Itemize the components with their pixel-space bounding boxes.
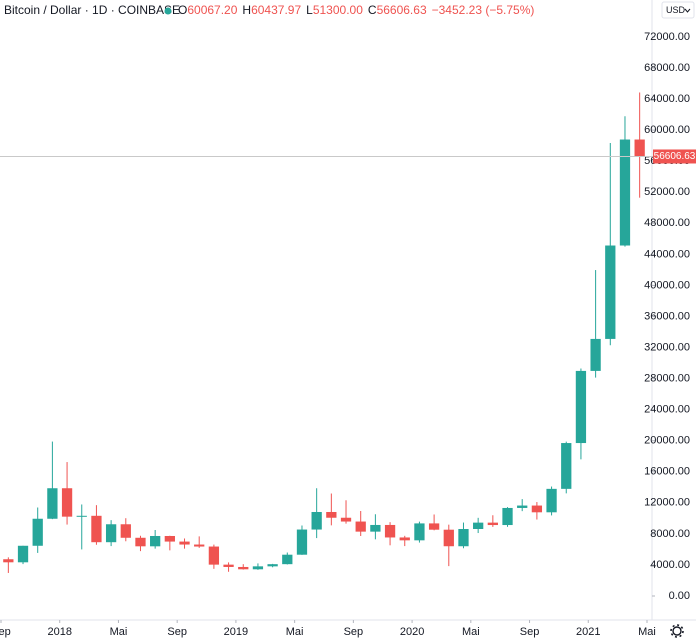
ohlc-value: 51300.00 bbox=[313, 3, 363, 17]
candle-body bbox=[47, 488, 58, 519]
y-tick-label: 72000.00 bbox=[644, 31, 690, 43]
candle-body bbox=[135, 537, 146, 547]
candle-body bbox=[238, 566, 249, 570]
candle-body bbox=[634, 139, 645, 157]
candle-body bbox=[76, 515, 87, 517]
candle-body bbox=[370, 524, 381, 532]
y-tick-label: 16000.00 bbox=[644, 466, 690, 478]
y-tick-label: 44000.00 bbox=[644, 248, 690, 260]
candle-body bbox=[458, 528, 469, 547]
candle-body bbox=[355, 521, 366, 532]
x-tick-label: 2020 bbox=[400, 626, 424, 638]
candle-body bbox=[208, 546, 220, 565]
x-tick-label: Mai bbox=[638, 626, 656, 638]
x-tick-label: 2018 bbox=[47, 626, 71, 638]
candle-body bbox=[267, 564, 278, 567]
y-tick-label: 52000.00 bbox=[644, 186, 690, 198]
x-tick-label: Mai bbox=[286, 626, 304, 638]
y-tick-label: 36000.00 bbox=[644, 310, 690, 322]
candle-body bbox=[179, 541, 190, 545]
candle-body bbox=[399, 537, 410, 541]
candle-body bbox=[502, 507, 513, 526]
ohlc-values: O60067.20 H60437.97 L51300.00 C56606.63 −345… bbox=[178, 3, 534, 17]
x-tick-label: Mai bbox=[462, 626, 480, 638]
settings-gear[interactable] bbox=[672, 626, 682, 636]
y-tick-label: 64000.00 bbox=[644, 93, 690, 105]
currency-label[interactable]: USD bbox=[666, 5, 686, 15]
change-value: −3452.23 (−5.75%) bbox=[432, 3, 535, 17]
candle-body bbox=[384, 524, 396, 538]
candle-body bbox=[561, 443, 572, 489]
candle-body bbox=[590, 338, 601, 371]
currency-caret[interactable] bbox=[684, 8, 691, 13]
y-tick-label: 60000.00 bbox=[644, 124, 690, 136]
candle-body bbox=[164, 535, 175, 542]
x-tick-label: Sep bbox=[0, 626, 11, 638]
status-dot bbox=[164, 7, 172, 15]
candle-body bbox=[61, 488, 73, 517]
candle-body bbox=[517, 505, 528, 508]
candle-body bbox=[282, 554, 293, 565]
x-tick-label: Sep bbox=[520, 626, 540, 638]
y-tick-label: 8000.00 bbox=[650, 528, 690, 540]
candle-body bbox=[3, 559, 14, 563]
ohlc-key: L bbox=[306, 3, 313, 17]
candle-body bbox=[619, 139, 631, 246]
settings-button[interactable] bbox=[670, 624, 684, 638]
y-tick-label: 0.00 bbox=[669, 590, 690, 602]
legend: Bitcoin / Dollar · 1D · COINBASE O60067.… bbox=[4, 3, 534, 17]
candle-body bbox=[150, 535, 161, 547]
candle-body bbox=[340, 517, 352, 522]
candle-body bbox=[296, 529, 308, 555]
candle-body bbox=[414, 523, 425, 541]
ohlc-key: O bbox=[178, 3, 187, 17]
y-tick-label: 32000.00 bbox=[644, 341, 690, 353]
candle-body bbox=[311, 511, 322, 530]
x-tick-label: 2019 bbox=[224, 626, 248, 638]
currency-button-box[interactable] bbox=[661, 1, 695, 19]
y-tick-label: 40000.00 bbox=[644, 279, 690, 291]
y-tick-label: 12000.00 bbox=[644, 497, 690, 509]
candle-body bbox=[326, 511, 337, 518]
y-tick-label: 68000.00 bbox=[644, 62, 690, 74]
x-tick-label: Sep bbox=[344, 626, 364, 638]
candle-body bbox=[575, 370, 587, 444]
ohlc-value: 60067.20 bbox=[187, 3, 237, 17]
candle-body bbox=[91, 515, 102, 543]
settings-gear-teeth[interactable] bbox=[670, 624, 684, 638]
y-tick-label: 48000.00 bbox=[644, 217, 690, 229]
y-tick-label: 4000.00 bbox=[650, 559, 690, 571]
symbol-title[interactable]: Bitcoin / Dollar · 1D · COINBASE bbox=[4, 3, 180, 17]
candle-body bbox=[32, 518, 43, 546]
last-price-label: 56606.63 bbox=[654, 151, 696, 162]
x-tick-label: Sep bbox=[167, 626, 187, 638]
candle-body bbox=[546, 488, 557, 513]
candle-body bbox=[17, 545, 29, 563]
ohlc-value: 60437.97 bbox=[251, 3, 301, 17]
y-tick-label: 24000.00 bbox=[644, 404, 690, 416]
candle-body bbox=[252, 566, 264, 570]
candle-body bbox=[531, 505, 543, 513]
candle-body bbox=[120, 524, 131, 538]
candle-body bbox=[428, 523, 440, 530]
last-price-tag bbox=[653, 149, 696, 164]
candle-body bbox=[223, 564, 234, 567]
candle-body bbox=[105, 524, 117, 543]
ohlc-key: C bbox=[368, 3, 377, 17]
x-tick-label: Mai bbox=[110, 626, 128, 638]
candle-body bbox=[443, 529, 454, 547]
candle-body bbox=[487, 522, 498, 526]
candle-body bbox=[473, 522, 484, 529]
x-tick-label: 2021 bbox=[576, 626, 600, 638]
candle-body bbox=[194, 544, 205, 547]
y-tick-label: 20000.00 bbox=[644, 435, 690, 447]
ohlc-value: 56606.63 bbox=[377, 3, 427, 17]
y-tick-label: 28000.00 bbox=[644, 373, 690, 385]
candle-body bbox=[605, 245, 616, 339]
ohlc-key: H bbox=[242, 3, 251, 17]
currency-button[interactable]: USD bbox=[661, 1, 695, 19]
